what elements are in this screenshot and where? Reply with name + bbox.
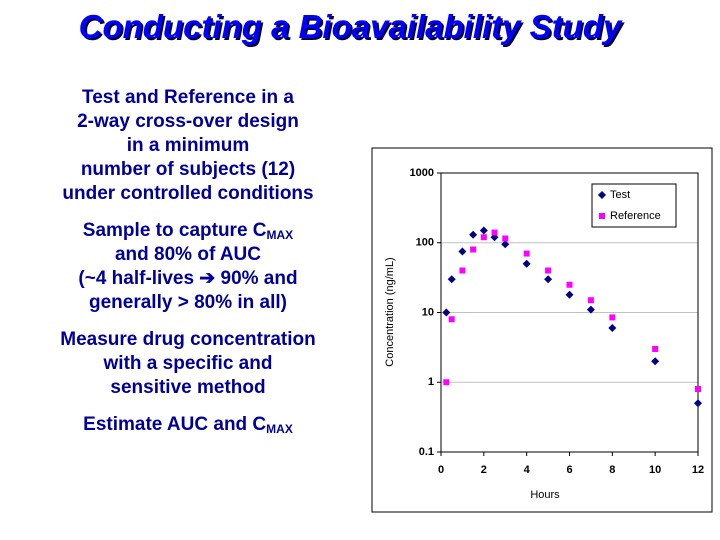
data-point <box>491 229 498 236</box>
bullet-line: with a specific and <box>103 353 273 374</box>
bullet-line: sensitive method <box>110 377 266 398</box>
x-tick-label: 4 <box>524 464 531 476</box>
data-point <box>652 345 659 352</box>
x-tick-label: 6 <box>566 464 572 476</box>
data-point <box>566 281 573 288</box>
x-axis-label: Hours <box>530 489 560 501</box>
bullet-line: (~4 half-lives ➔ 90% and <box>78 268 298 289</box>
data-point <box>522 259 531 268</box>
bullet-line: in a minimum <box>126 135 250 156</box>
x-tick-label: 12 <box>692 464 704 476</box>
bullet-line: number of subjects (12) <box>80 159 296 180</box>
plot-area <box>440 172 699 453</box>
x-tick-label: 2 <box>481 464 487 476</box>
y-tick-label: 100 <box>416 237 434 249</box>
bullet: Measure drug concentration with a specif… <box>10 328 366 400</box>
data-point <box>469 230 478 239</box>
subscript: MAX <box>266 228 294 242</box>
legend-marker <box>599 213 605 219</box>
data-point <box>447 275 456 284</box>
data-point <box>470 246 477 253</box>
data-point <box>609 314 616 321</box>
data-point <box>443 379 450 386</box>
bullet-line: Sample to capture CMAX <box>10 219 366 243</box>
data-point <box>502 235 509 242</box>
bullet-text: Sample to capture C <box>82 220 267 241</box>
data-point <box>587 297 594 304</box>
data-point <box>480 234 487 241</box>
legend-box <box>591 183 677 228</box>
data-point <box>448 316 455 323</box>
subscript: MAX <box>266 422 293 436</box>
data-point <box>459 267 466 274</box>
data-point <box>695 386 701 393</box>
data-point <box>544 275 553 284</box>
legend-marker <box>598 191 606 199</box>
data-point <box>501 240 510 249</box>
bullet-line: Estimate AUC and CMAX <box>10 413 366 437</box>
data-point <box>479 226 488 235</box>
y-tick-label: 0.1 <box>419 446 434 458</box>
bullet-line: Test and Reference in a <box>82 87 294 108</box>
bullet: Estimate AUC and CMAX <box>10 413 366 437</box>
data-point <box>523 250 530 257</box>
x-tick-label: 0 <box>438 464 444 476</box>
bullet-line: generally > 80% in all) <box>88 292 287 313</box>
x-tick-label: 8 <box>609 464 615 476</box>
bullet-line: 2-way cross-over design <box>77 111 299 132</box>
bullet: Sample to capture CMAX and 80% of AUC (~… <box>10 219 366 315</box>
bullet: Test and Reference in a 2-way cross-over… <box>10 86 366 206</box>
bullet-line: and 80% of AUC <box>114 244 262 265</box>
bullet-text: Estimate AUC and C <box>83 414 267 435</box>
x-tick-label: 10 <box>649 464 661 476</box>
y-tick-label: 1 <box>428 376 434 388</box>
data-point <box>651 357 660 366</box>
data-point <box>694 399 702 408</box>
data-point <box>608 323 617 332</box>
legend-label: Reference <box>610 210 661 222</box>
y-axis-label: Concentration (ng/mL) <box>384 257 396 366</box>
y-tick-label: 10 <box>422 306 434 318</box>
bullet-line: under controlled conditions <box>62 183 314 204</box>
bullet-list: Test and Reference in a 2-way cross-over… <box>10 86 366 450</box>
data-point <box>565 290 574 299</box>
bullet-line: Measure drug concentration <box>60 329 316 350</box>
data-point <box>586 305 595 314</box>
y-tick-label: 1000 <box>410 167 434 179</box>
legend-label: Test <box>610 189 630 201</box>
data-point <box>545 267 552 274</box>
data-point <box>458 247 467 256</box>
data-point <box>442 308 451 317</box>
slide-title: Conducting a Bioavailability Study <box>78 8 622 45</box>
